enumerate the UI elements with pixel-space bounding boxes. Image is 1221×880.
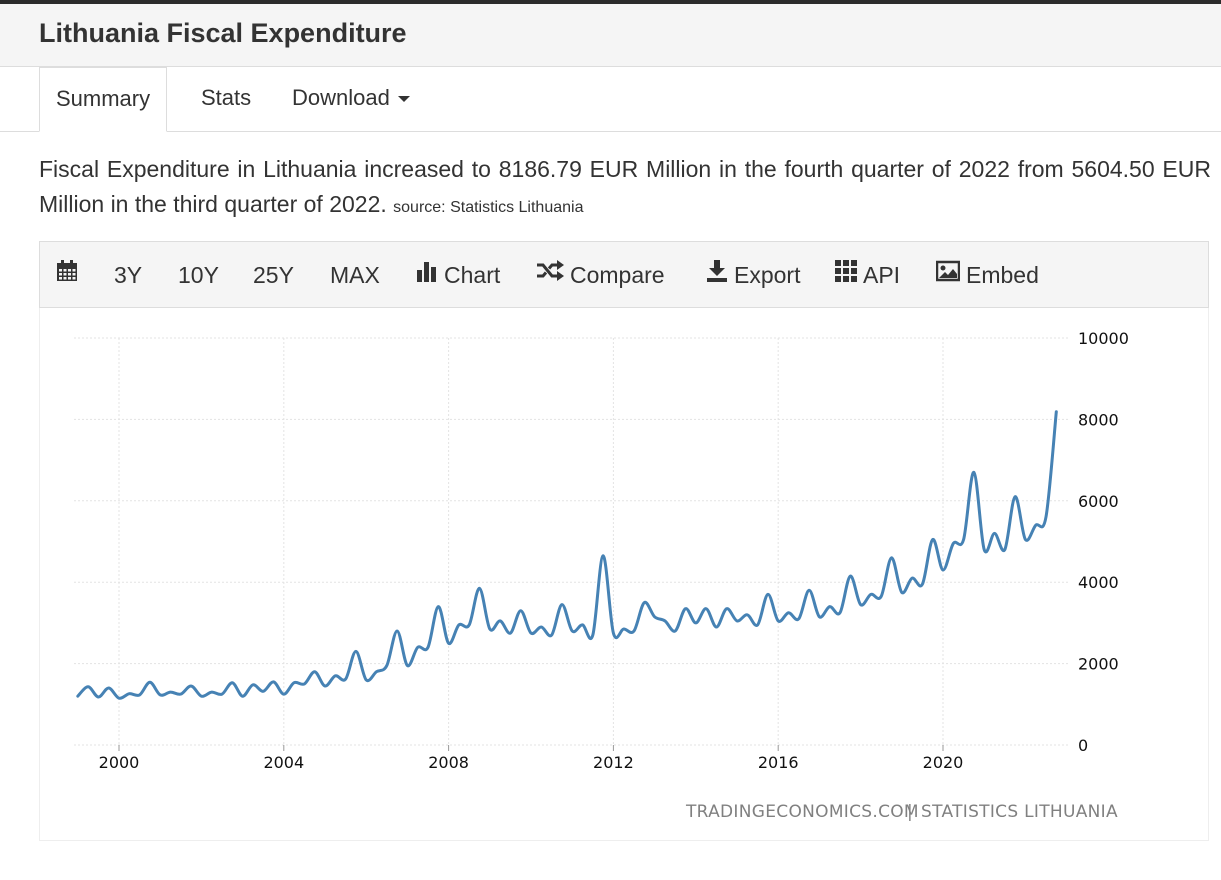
x-tick-label: 2020 — [923, 753, 964, 772]
tab-stats-label: Stats — [201, 85, 252, 110]
api-button[interactable]: API — [835, 242, 900, 308]
chart-type-label: Chart — [444, 262, 501, 288]
page-header: Lithuania Fiscal Expenditure — [0, 4, 1221, 67]
series-line — [76, 410, 1058, 700]
summary-text: Fiscal Expenditure in Lithuania increase… — [39, 156, 1211, 217]
export-label: Export — [734, 262, 801, 288]
chart-container: 0 2000 4000 6000 8000 10000 2000 2004 2008 2012 20… — [39, 308, 1209, 841]
y-tick-label: 0 — [1078, 736, 1088, 755]
calendar-button[interactable] — [56, 242, 84, 308]
y-tick-label: 2000 — [1078, 655, 1119, 674]
api-label: API — [863, 262, 901, 288]
page-title: Lithuania Fiscal Expenditure — [39, 18, 407, 48]
y-tick-label: 4000 — [1078, 573, 1119, 592]
tab-summary[interactable]: Summary — [39, 67, 168, 132]
credit-trading-economics: TRADINGECONOMICS.COM — [685, 802, 919, 822]
top-accent-bar — [0, 0, 1221, 4]
tab-download-label: Download — [292, 85, 390, 110]
summary-paragraph: Fiscal Expenditure in Lithuania increase… — [39, 152, 1211, 225]
chart-svg: 0 2000 4000 6000 8000 10000 2000 2004 2008 2012 20… — [74, 329, 1129, 822]
tab-bar: Summary Stats Download — [0, 67, 1221, 132]
range-max-button[interactable]: MAX — [330, 262, 380, 288]
tab-stats[interactable]: Stats — [201, 67, 251, 131]
download-icon — [706, 241, 728, 307]
calendar-icon — [56, 241, 78, 307]
x-tick-label: 2016 — [758, 753, 799, 772]
shuffle-icon — [536, 241, 564, 307]
image-icon — [935, 241, 961, 307]
compare-label: Compare — [570, 262, 665, 288]
x-tick-label: 2004 — [263, 753, 304, 772]
credit-statistics-lithuania: STATISTICS LITHUANIA — [921, 802, 1118, 822]
embed-label: Embed — [966, 262, 1039, 288]
embed-button[interactable]: Embed — [935, 241, 1039, 308]
chart-type-button[interactable]: Chart — [416, 242, 500, 308]
y-tick-label: 10000 — [1078, 329, 1129, 348]
caret-down-icon — [397, 96, 410, 103]
range-10y-button[interactable]: 10Y — [178, 262, 219, 288]
tab-download[interactable]: Download — [292, 67, 410, 131]
tab-summary-label: Summary — [56, 86, 151, 111]
compare-button[interactable]: Compare — [536, 242, 665, 308]
y-tick-label: 6000 — [1078, 492, 1119, 511]
summary-source: source: Statistics Lithuania — [393, 199, 584, 216]
chart-toolbar: 3Y 10Y 25Y MAX Chart Compare Export — [39, 241, 1209, 308]
range-3y-button[interactable]: 3Y — [114, 262, 143, 288]
x-tick-label: 2012 — [593, 753, 634, 772]
x-tick-label: 2008 — [428, 753, 469, 772]
export-button[interactable]: Export — [706, 242, 800, 308]
x-tick-label: 2000 — [99, 753, 140, 772]
range-25y-button[interactable]: 25Y — [253, 262, 294, 288]
credit-separator: | — [907, 802, 913, 822]
y-tick-label: 8000 — [1078, 410, 1119, 429]
bar-chart-icon — [416, 241, 438, 307]
grid-icon — [835, 241, 857, 307]
